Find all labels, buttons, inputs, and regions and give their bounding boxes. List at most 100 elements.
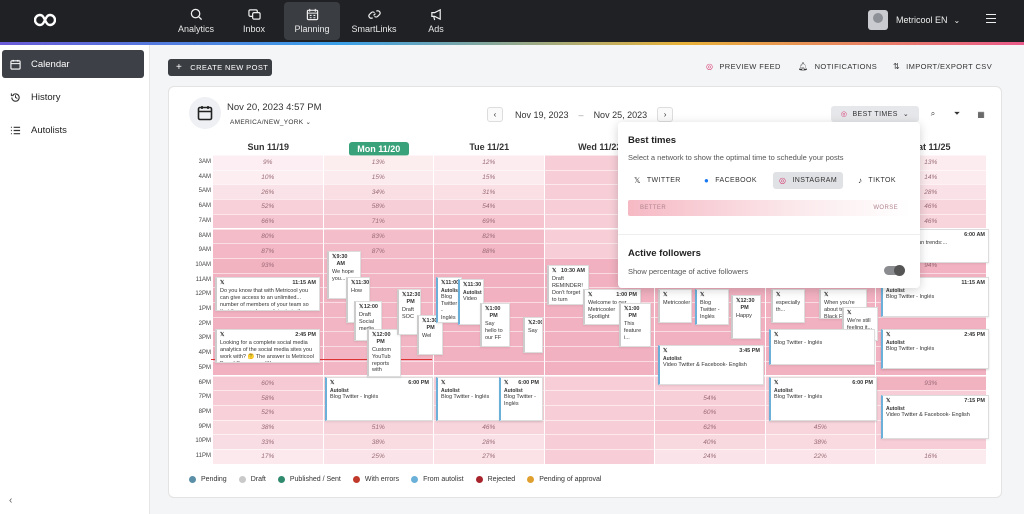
day-header[interactable]: Tue 11/21 — [469, 142, 510, 152]
hamburger-menu-icon[interactable] — [986, 14, 996, 23]
time-slot[interactable]: 87% — [213, 243, 323, 258]
post-card[interactable]: 𝕏 11:15 AM Do you know that with Metricool… — [215, 277, 320, 311]
time-slot[interactable] — [434, 257, 544, 273]
time-slot[interactable]: 15% — [323, 169, 433, 185]
day-header[interactable]: Mon 11/20 — [348, 142, 409, 156]
time-slot[interactable]: 17% — [213, 449, 323, 464]
time-slot[interactable]: 58% — [213, 390, 323, 405]
time-slot[interactable]: 22% — [765, 449, 875, 464]
post-card[interactable]: 𝕏 1:00 PM Welcome to our Metricooler Spotl… — [583, 289, 641, 325]
network-instagram[interactable]: ◎ INSTAGRAM — [773, 172, 844, 189]
time-slot[interactable]: 27% — [434, 449, 544, 464]
zoom-button[interactable]: ⌕ — [925, 106, 941, 122]
time-slot[interactable]: 13% — [323, 155, 433, 170]
time-slot[interactable]: 24% — [655, 449, 765, 464]
day-header[interactable]: Sun 11/19 — [247, 142, 290, 152]
prev-week-button[interactable]: ‹ — [487, 107, 503, 122]
create-new-post-button[interactable]: + CREATE NEW POST — [168, 59, 272, 76]
post-card[interactable]: 𝕏 Metricooler — [658, 289, 692, 323]
time-slot[interactable]: 26% — [213, 184, 323, 200]
time-slot[interactable]: 9% — [213, 155, 323, 170]
time-slot[interactable] — [876, 316, 986, 332]
notifications-button[interactable]: 🔔︎ NOTIFICATIONS — [798, 62, 877, 71]
post-card[interactable]: 𝕏 1:00 PM Say hello to our FF — [480, 303, 510, 347]
time-slot[interactable]: 60% — [655, 404, 765, 420]
time-slot[interactable]: 54% — [655, 390, 765, 405]
time-slot[interactable]: 54% — [434, 199, 544, 214]
time-slot[interactable] — [544, 449, 654, 464]
time-slot[interactable]: 83% — [323, 228, 433, 244]
time-slot[interactable]: 52% — [213, 199, 323, 214]
timezone-select[interactable]: AMERICA/NEW_YORK ⌄ — [230, 118, 311, 126]
post-card[interactable]: 𝕏 3:45 PM Autolist Video Twitter & Facebook… — [658, 345, 764, 385]
time-slot[interactable]: 40% — [655, 434, 765, 449]
post-card[interactable]: 𝕏 11:00 Autolist Blog Twitter - Inglés — [436, 277, 462, 323]
metricool-logo-icon[interactable] — [34, 13, 56, 27]
collapse-sidebar-icon[interactable]: ‹ — [9, 495, 13, 506]
post-card[interactable]: 𝕏 Blog Twitter - Inglés — [769, 329, 875, 365]
time-slot[interactable]: 34% — [323, 184, 433, 200]
time-slot[interactable] — [544, 434, 654, 449]
post-card[interactable]: 𝕏 12:30 PM Happy — [731, 295, 761, 339]
post-card[interactable]: 𝕏 11:30 Autolist Video — [458, 279, 484, 325]
import-export-button[interactable]: ⇅ IMPORT/EXPORT CSV — [893, 62, 992, 71]
sidebar-item-autolists[interactable]: Autolists — [2, 116, 144, 144]
network-twitter[interactable]: 𝕏 TWITTER — [628, 172, 687, 189]
post-card[interactable]: 𝕏 1:00 PM This feature i... — [619, 303, 651, 347]
time-slot[interactable]: 38% — [765, 434, 875, 449]
time-slot[interactable]: 62% — [655, 419, 765, 435]
time-slot[interactable]: 66% — [213, 213, 323, 229]
calendar-view-button[interactable]: ▦ — [973, 106, 989, 122]
active-followers-toggle[interactable] — [884, 265, 905, 276]
day-header[interactable]: Sat 11/25 — [911, 142, 951, 152]
time-slot[interactable]: 69% — [434, 213, 544, 229]
time-slot[interactable] — [544, 375, 654, 391]
time-slot[interactable]: 15% — [434, 169, 544, 185]
time-slot[interactable]: 93% — [213, 257, 323, 273]
nav-smartlinks[interactable]: SmartLinks — [342, 2, 406, 40]
time-slot[interactable]: 52% — [213, 404, 323, 420]
time-slot[interactable] — [434, 360, 544, 376]
time-slot[interactable]: 51% — [323, 419, 433, 435]
time-slot[interactable]: 82% — [434, 228, 544, 244]
time-slot[interactable]: 31% — [434, 184, 544, 200]
time-slot[interactable]: 93% — [876, 375, 986, 391]
time-slot[interactable] — [213, 316, 323, 332]
network-tiktok[interactable]: ♪ TIKTOK — [852, 172, 902, 189]
time-slot[interactable]: 28% — [434, 434, 544, 449]
preview-feed-button[interactable]: ◎ PREVIEW FEED — [706, 62, 781, 71]
time-slot[interactable]: 58% — [323, 199, 433, 214]
post-card[interactable]: 𝕏 12:00 PM Custom YouTub reports with — [367, 329, 401, 377]
time-slot[interactable] — [544, 404, 654, 420]
time-slot[interactable]: 12% — [434, 155, 544, 170]
user-menu[interactable]: Metricool EN ⌄ — [868, 10, 960, 30]
time-slot[interactable]: 71% — [323, 213, 433, 229]
post-card[interactable]: 𝕏 7:15 PM Autolist Video Twitter & Facebook… — [881, 395, 989, 439]
time-slot[interactable]: 80% — [213, 228, 323, 244]
post-card[interactable]: 𝕏 2:45 PM Looking for a complete social me… — [215, 329, 320, 363]
time-slot[interactable]: 16% — [876, 449, 986, 464]
time-slot[interactable]: 38% — [323, 434, 433, 449]
best-times-button[interactable]: ◎ BEST TIMES ⌄ — [831, 106, 919, 122]
sidebar-item-calendar[interactable]: Calendar — [2, 50, 144, 78]
time-slot[interactable]: 60% — [213, 375, 323, 391]
time-slot[interactable]: 33% — [213, 434, 323, 449]
time-slot[interactable]: 88% — [434, 243, 544, 258]
time-slot[interactable]: 46% — [434, 419, 544, 435]
time-slot[interactable]: 38% — [213, 419, 323, 435]
time-slot[interactable] — [544, 346, 654, 361]
post-card[interactable]: 𝕏 Blog Twitter - Inglés — [695, 289, 729, 325]
post-card[interactable]: 𝕏 2:00 Say — [523, 317, 543, 353]
time-slot[interactable]: 25% — [323, 449, 433, 464]
nav-ads[interactable]: Ads — [408, 2, 464, 40]
nav-inbox[interactable]: Inbox — [226, 2, 282, 40]
time-slot[interactable]: 45% — [765, 419, 875, 435]
nav-planning[interactable]: Planning — [284, 2, 340, 40]
day-header[interactable]: Wed 11/22 — [578, 142, 622, 152]
time-slot[interactable]: 10% — [213, 169, 323, 185]
network-facebook[interactable]: ● FACEBOOK — [698, 172, 763, 189]
